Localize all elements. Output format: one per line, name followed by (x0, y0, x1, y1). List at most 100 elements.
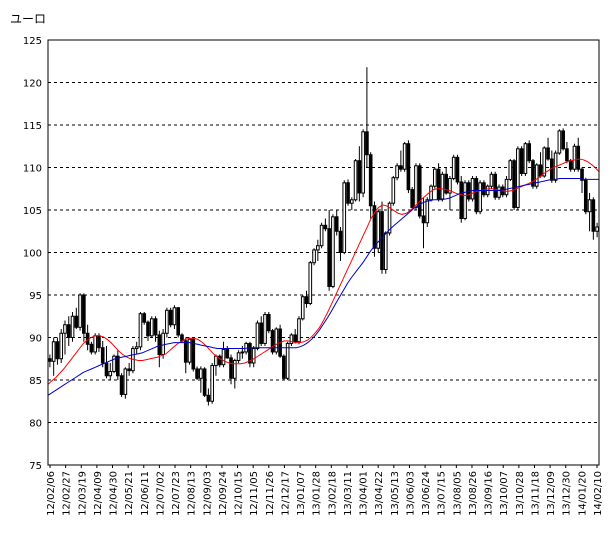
candle-body-down (157, 334, 162, 356)
candle-body-up (70, 315, 75, 338)
candle-body-up (353, 160, 358, 201)
candle-body-up (587, 199, 592, 213)
y-tick-label: 75 (29, 461, 42, 472)
y-axis-label: ユーロ (10, 12, 47, 26)
y-tick-label: 100 (23, 249, 42, 260)
candle-body-down (346, 182, 350, 204)
candle-body-down (583, 179, 588, 213)
y-tick-label: 90 (29, 334, 42, 345)
candle-body-down (282, 355, 286, 379)
candle-body-down (100, 347, 105, 364)
x-tick-label: 12/04/09 (93, 471, 104, 516)
candle-body-down (293, 334, 298, 343)
candle-body-down (531, 160, 535, 187)
x-tick-label: 13/12/09 (546, 471, 557, 516)
candle-body-down (338, 230, 343, 253)
candle-body-up (93, 335, 97, 353)
candle-body-down (512, 160, 516, 208)
candle-body-up (440, 173, 445, 200)
candle-body-up (134, 346, 139, 350)
candle-body-down (546, 147, 550, 160)
x-tick-label: 13/05/13 (390, 471, 401, 516)
candle-body-up (414, 165, 418, 208)
x-tick-label: 13/02/18 (327, 471, 338, 516)
candle-body-down (259, 322, 264, 344)
candle-body-down (55, 341, 60, 360)
candle-body-down (365, 131, 369, 156)
candle-body-up (361, 131, 365, 194)
candle-body-up (221, 348, 226, 366)
candle-body-down (406, 143, 411, 191)
candle-body-up (123, 368, 128, 395)
candle-body-down (327, 228, 331, 287)
candle-body-up (285, 342, 290, 379)
x-tick-label: 13/10/28 (515, 471, 526, 516)
candle-body-up (199, 368, 203, 379)
candle-body-down (455, 156, 460, 183)
candle-body-up (138, 313, 143, 348)
candle-body-down (527, 143, 532, 162)
candle-body-down (115, 355, 120, 377)
x-tick-label: 13/10/07 (499, 471, 510, 516)
candle-body-down (48, 358, 52, 362)
candle-body-down (565, 148, 569, 162)
candle-body-down (357, 160, 362, 194)
candle-body-up (312, 249, 316, 264)
y-tick-label: 125 (23, 36, 42, 47)
candle-body-down (410, 189, 415, 208)
candle-body-down (142, 313, 147, 323)
candle-body-down (119, 375, 124, 395)
candle-body-up (210, 365, 214, 402)
candle-body-down (217, 355, 222, 366)
moving-average-line-blue (47, 178, 599, 396)
x-tick-label: 13/01/28 (312, 471, 323, 516)
candle-body-up (542, 147, 547, 177)
x-tick-label: 14/02/10 (593, 471, 604, 516)
candle-body-up (572, 145, 577, 170)
candle-body-up (478, 182, 482, 213)
candle-body-down (168, 309, 173, 326)
candle-body-down (270, 330, 275, 353)
x-tick-label: 13/12/30 (562, 471, 573, 516)
candle-body-up (251, 348, 256, 364)
x-tick-label: 12/08/13 (187, 471, 198, 516)
candle-body-down (368, 154, 373, 207)
candle-body-down (66, 324, 71, 338)
x-tick-label: 12/07/02 (155, 471, 166, 516)
candle-body-down (474, 178, 479, 213)
candle-body-down (229, 357, 233, 379)
x-tick-label: 13/11/18 (530, 471, 541, 516)
candle-body-down (248, 342, 252, 364)
candle-body-down (304, 296, 309, 305)
candle-body-up (342, 182, 347, 253)
plot-frame (47, 39, 600, 466)
candle-body-down (104, 362, 109, 377)
x-tick-label: 12/07/23 (171, 471, 182, 516)
candle-body-down (74, 315, 79, 328)
candle-body-down (266, 314, 271, 332)
candle-body-up (429, 185, 433, 201)
candle-body-up (349, 199, 354, 204)
candle-body-down (372, 205, 377, 249)
candle-body-down (191, 338, 196, 370)
candle-body-up (523, 143, 528, 174)
candle-body-up (489, 173, 494, 187)
x-tick-label: 13/08/05 (452, 471, 463, 516)
candle-body-up (236, 352, 241, 361)
x-tick-label: 12/12/17 (280, 471, 291, 516)
x-tick-label: 13/07/15 (437, 471, 448, 516)
candle-body-down (323, 224, 328, 230)
candle-body-up (78, 294, 82, 328)
candle-body-up (59, 332, 64, 360)
candle-body-down (146, 321, 150, 337)
x-tick-label: 12/02/06 (46, 471, 57, 516)
candle-body-down (206, 394, 211, 402)
candle-body-up (376, 211, 381, 249)
candle-body-up (316, 245, 320, 251)
candle-body-up (308, 262, 313, 305)
candle-body-down (568, 160, 573, 170)
x-tick-label: 12/03/19 (77, 471, 88, 516)
x-tick-label: 12/02/27 (62, 471, 73, 516)
candle-body-up (149, 318, 154, 337)
x-tick-label: 14/01/20 (577, 471, 588, 516)
